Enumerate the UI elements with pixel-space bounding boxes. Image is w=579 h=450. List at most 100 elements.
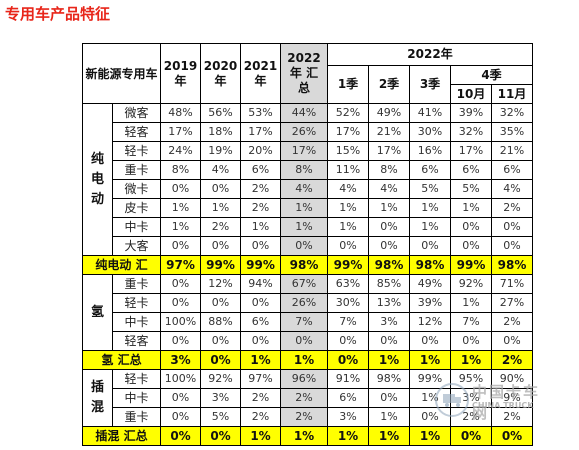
table-row: 重卡 0% 5% 2% 2% 3% 1% 0% 2% 2%: [83, 407, 533, 427]
header-q4: 4季: [450, 65, 533, 85]
value-cell: 4%: [280, 179, 328, 199]
value-cell: 85%: [368, 274, 410, 294]
table-row: 中卡 100% 88% 6% 7% 7% 3% 12% 7% 2%: [83, 312, 533, 332]
table-row: 重卡 8% 4% 6% 8% 11% 8% 6% 6% 6%: [83, 160, 533, 180]
vehicle-type: 皮卡: [112, 198, 161, 218]
header-2019: 2019 年: [160, 43, 201, 104]
value-cell: 0%: [280, 236, 328, 256]
value-cell: 98%: [368, 369, 410, 389]
value-cell: 63%: [327, 274, 369, 294]
value-cell: 1%: [409, 388, 451, 408]
total-value-cell: 1%: [327, 426, 369, 446]
value-cell: 2%: [240, 407, 281, 427]
value-cell: 4%: [327, 179, 369, 199]
vehicle-type: 大客: [112, 236, 161, 256]
header-oct: 10月: [450, 84, 492, 104]
value-cell: 24%: [160, 141, 201, 161]
group-label-text: 插 混: [90, 380, 104, 415]
value-cell: 15%: [327, 141, 369, 161]
value-cell: 12%: [200, 274, 241, 294]
value-cell: 0%: [491, 331, 533, 351]
value-cell: 17%: [160, 122, 201, 142]
value-cell: 30%: [409, 122, 451, 142]
total-value-cell: 1%: [450, 350, 492, 370]
value-cell: 0%: [200, 179, 241, 199]
value-cell: 0%: [368, 217, 410, 237]
value-cell: 2%: [491, 407, 533, 427]
value-cell: 1%: [450, 198, 492, 218]
total-row: 氢 汇总 3% 0% 1% 1% 0% 1% 1% 1% 2%: [82, 350, 533, 370]
total-value-cell: 98%: [280, 255, 328, 275]
vehicle-type: 重卡: [112, 274, 161, 294]
value-cell: 32%: [491, 103, 533, 123]
total-value-cell: 99%: [327, 255, 369, 275]
total-value-cell: 0%: [491, 426, 533, 446]
value-cell: 6%: [450, 160, 492, 180]
value-cell: 2%: [280, 407, 328, 427]
value-cell: 1%: [280, 198, 328, 218]
value-cell: 21%: [368, 122, 410, 142]
value-cell: 0%: [368, 331, 410, 351]
total-value-cell: 97%: [160, 255, 201, 275]
total-value-cell: 98%: [409, 255, 451, 275]
value-cell: 0%: [200, 236, 241, 256]
table-row: 插 混轻卡 100% 92% 97% 96% 91% 98% 99% 95% 90%: [82, 369, 533, 427]
value-cell: 17%: [368, 141, 410, 161]
value-cell: 0%: [160, 407, 201, 427]
total-value-cell: 1%: [368, 426, 410, 446]
total-value-cell: 0%: [450, 426, 492, 446]
value-cell: 95%: [450, 369, 492, 389]
value-cell: 0%: [160, 274, 201, 294]
total-value-cell: 1%: [409, 426, 451, 446]
value-cell: 2%: [491, 312, 533, 332]
total-value-cell: 99%: [200, 255, 241, 275]
table-row: 轻客 0% 0% 0% 0% 0% 0% 0% 0% 0%: [83, 331, 533, 351]
value-cell: 32%: [450, 122, 492, 142]
table-row: 中卡 1% 2% 1% 1% 1% 0% 1% 0% 0%: [83, 217, 533, 237]
value-cell: 1%: [160, 217, 201, 237]
value-cell: 0%: [327, 236, 369, 256]
value-cell: 0%: [450, 236, 492, 256]
total-value-cell: 98%: [368, 255, 410, 275]
total-value-cell: 0%: [327, 350, 369, 370]
total-value-cell: 0%: [200, 426, 241, 446]
value-cell: 21%: [491, 141, 533, 161]
value-cell: 2%: [240, 198, 281, 218]
value-cell: 1%: [409, 217, 451, 237]
header-q2: 2季: [368, 65, 410, 104]
value-cell: 1%: [327, 198, 369, 218]
vehicle-type: 轻卡: [112, 293, 161, 313]
value-cell: 5%: [450, 179, 492, 199]
total-value-cell: 2%: [491, 350, 533, 370]
header-category: 新能源专用车: [82, 43, 161, 104]
value-cell: 2%: [280, 388, 328, 408]
vehicle-type: 中卡: [112, 312, 161, 332]
total-value-cell: 99%: [240, 255, 281, 275]
total-value-cell: 0%: [200, 350, 241, 370]
value-cell: 90%: [491, 369, 533, 389]
value-cell: 0%: [491, 217, 533, 237]
value-cell: 30%: [327, 293, 369, 313]
value-cell: 4%: [200, 160, 241, 180]
value-cell: 0%: [200, 293, 241, 313]
header-2019-text: 2019 年: [163, 58, 198, 88]
value-cell: 26%: [280, 122, 328, 142]
value-cell: 2%: [240, 388, 281, 408]
value-cell: 96%: [280, 369, 328, 389]
header-2022-total-text: 2022 年 汇 总: [287, 51, 321, 95]
value-cell: 35%: [491, 122, 533, 142]
value-cell: 26%: [280, 293, 328, 313]
value-cell: 92%: [450, 274, 492, 294]
value-cell: 41%: [409, 103, 451, 123]
value-cell: 20%: [240, 141, 281, 161]
value-cell: 91%: [327, 369, 369, 389]
vehicle-type: 中卡: [112, 388, 161, 408]
total-value-cell: 99%: [450, 255, 492, 275]
value-cell: 7%: [327, 312, 369, 332]
value-cell: 3%: [200, 388, 241, 408]
total-value-cell: 1%: [280, 350, 328, 370]
value-cell: 0%: [280, 331, 328, 351]
value-cell: 0%: [368, 388, 410, 408]
value-cell: 4%: [368, 179, 410, 199]
value-cell: 12%: [409, 312, 451, 332]
